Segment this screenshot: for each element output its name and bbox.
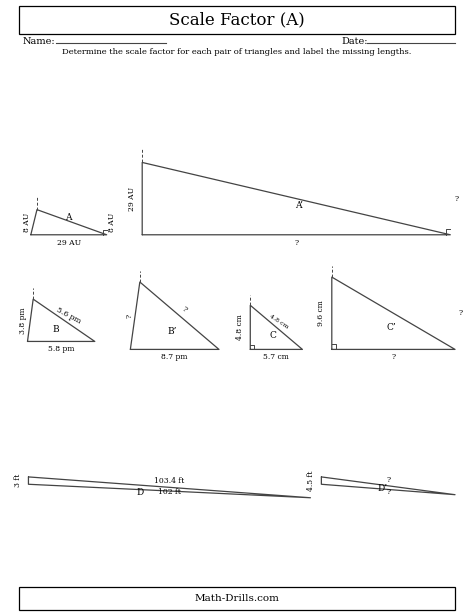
Text: Date:: Date:	[341, 37, 368, 46]
Text: 8.7 pm: 8.7 pm	[162, 353, 188, 362]
Text: Scale Factor (A): Scale Factor (A)	[169, 12, 305, 29]
Text: A: A	[65, 213, 72, 222]
Text: Determine the scale factor for each pair of triangles and label the missing leng: Determine the scale factor for each pair…	[62, 48, 412, 56]
Text: 4.8 cm: 4.8 cm	[268, 313, 289, 329]
Text: D: D	[136, 489, 144, 497]
FancyBboxPatch shape	[19, 6, 455, 34]
Text: 103.4 ft: 103.4 ft	[155, 477, 184, 485]
Text: ?: ?	[386, 487, 390, 496]
Text: 4.5 ft: 4.5 ft	[307, 470, 315, 491]
Text: 9.6 cm: 9.6 cm	[318, 300, 325, 326]
Text: 8 AU: 8 AU	[23, 213, 30, 232]
Text: B’: B’	[167, 327, 177, 335]
Text: 3 ft: 3 ft	[14, 474, 22, 487]
Text: 4.8 cm: 4.8 cm	[236, 314, 244, 340]
Text: ?: ?	[180, 305, 188, 314]
Text: B: B	[53, 326, 59, 334]
FancyBboxPatch shape	[19, 587, 455, 610]
Text: 5.6 pm: 5.6 pm	[55, 306, 82, 325]
Text: ?: ?	[126, 314, 133, 318]
Text: ?: ?	[386, 476, 390, 484]
Text: D’: D’	[378, 484, 388, 493]
Text: 5.7 cm: 5.7 cm	[264, 353, 289, 362]
Text: 5.8 pm: 5.8 pm	[48, 345, 74, 354]
Text: ?: ?	[294, 239, 298, 248]
Text: ?: ?	[392, 353, 395, 362]
Text: C’: C’	[386, 323, 396, 332]
Text: 29 AU: 29 AU	[128, 186, 136, 211]
Text: 102 ft: 102 ft	[158, 487, 181, 496]
Text: Name:: Name:	[23, 37, 55, 46]
Text: 8 AU: 8 AU	[109, 213, 116, 232]
Text: 3.8 pm: 3.8 pm	[19, 307, 27, 333]
Text: Math-Drills.com: Math-Drills.com	[194, 594, 280, 603]
Text: A’: A’	[295, 201, 302, 210]
Text: 29 AU: 29 AU	[57, 239, 81, 248]
Text: ?: ?	[459, 309, 463, 318]
Text: ?: ?	[455, 194, 458, 203]
Text: C: C	[269, 332, 276, 340]
